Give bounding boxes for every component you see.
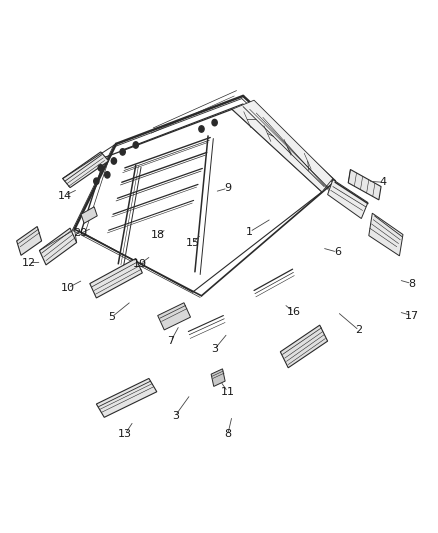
Text: 5: 5 — [108, 312, 115, 322]
Polygon shape — [211, 369, 225, 386]
Text: 12: 12 — [21, 258, 35, 268]
Polygon shape — [39, 228, 77, 265]
Circle shape — [111, 158, 117, 164]
Text: 8: 8 — [408, 279, 415, 288]
Text: 1: 1 — [246, 227, 253, 237]
Text: 14: 14 — [58, 191, 72, 200]
Text: 11: 11 — [221, 387, 235, 397]
Polygon shape — [328, 180, 368, 219]
Text: 20: 20 — [73, 229, 87, 238]
Text: 17: 17 — [405, 311, 419, 320]
Circle shape — [199, 126, 204, 132]
Polygon shape — [280, 325, 328, 368]
Text: 13: 13 — [118, 430, 132, 439]
Circle shape — [98, 165, 103, 171]
Text: 19: 19 — [133, 259, 147, 269]
Text: 8: 8 — [224, 430, 231, 439]
Polygon shape — [158, 303, 191, 330]
Circle shape — [120, 149, 125, 155]
Polygon shape — [90, 259, 142, 298]
Text: 2: 2 — [356, 326, 363, 335]
Text: 7: 7 — [167, 336, 174, 346]
Text: 4: 4 — [380, 177, 387, 187]
Text: 6: 6 — [334, 247, 341, 257]
Polygon shape — [348, 169, 381, 200]
Polygon shape — [232, 100, 333, 192]
Circle shape — [105, 172, 110, 178]
Circle shape — [212, 119, 217, 126]
Circle shape — [133, 142, 138, 148]
Text: 15: 15 — [186, 238, 200, 247]
Text: 3: 3 — [211, 344, 218, 354]
Polygon shape — [81, 207, 97, 223]
Text: 18: 18 — [151, 230, 165, 239]
Polygon shape — [17, 227, 42, 255]
Polygon shape — [369, 213, 403, 256]
Polygon shape — [96, 378, 157, 417]
Text: 3: 3 — [172, 411, 179, 421]
Text: 9: 9 — [224, 183, 231, 193]
Polygon shape — [63, 152, 109, 188]
Circle shape — [94, 178, 99, 184]
Text: 10: 10 — [61, 283, 75, 293]
Text: 16: 16 — [286, 307, 300, 317]
